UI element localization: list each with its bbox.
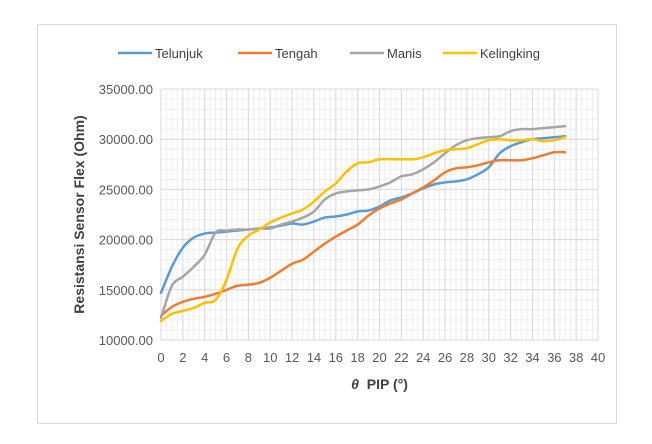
legend-label-manis: Manis (387, 46, 422, 61)
x-tick-label: 16 (329, 350, 343, 365)
legend-label-telunjuk: Telunjuk (155, 46, 203, 61)
line-chart: 10000.00 15000.00 20000.00 25000.00 30000.00… (71, 46, 605, 392)
x-tick-label: 10 (263, 350, 277, 365)
x-tick-label: 20 (372, 350, 386, 365)
y-tick-label: 30000.00 (99, 132, 153, 147)
x-tick-label: 40 (591, 350, 605, 365)
legend-label-tengah: Tengah (275, 46, 318, 61)
series-lines (159, 124, 567, 323)
legend: Telunjuk Tengah Manis Kelingking (118, 46, 540, 61)
x-tick-label: 0 (157, 350, 164, 365)
y-tick-label: 15000.00 (99, 283, 153, 298)
x-tick-label: 6 (223, 350, 230, 365)
x-axis-title: θ PIP (°) (351, 376, 408, 392)
y-tick-label: 35000.00 (99, 82, 153, 97)
legend-label-kelingking: Kelingking (480, 46, 540, 61)
x-tick-label: 12 (285, 350, 299, 365)
series-line-tengah (159, 150, 567, 318)
x-tick-label: 28 (460, 350, 474, 365)
x-axis-tick-labels: 0 2 4 6 8 10 12 14 16 18 20 22 24 26 28 30 32 34 36 38 40 (157, 350, 605, 365)
x-tick-label: 18 (350, 350, 364, 365)
chart-area: 10000.00 15000.00 20000.00 25000.00 30000.00… (37, 24, 617, 424)
series-line-manis (159, 124, 567, 320)
x-tick-label: 30 (482, 350, 496, 365)
x-tick-label: 34 (525, 350, 539, 365)
x-tick-label: 4 (201, 350, 208, 365)
x-tick-label: 38 (569, 350, 583, 365)
x-tick-label: 32 (503, 350, 517, 365)
x-axis-title-symbol: θ (351, 376, 359, 392)
series-line-kelingking (159, 135, 567, 323)
x-axis-title-text: PIP (°) (367, 376, 408, 392)
x-tick-label: 22 (394, 350, 408, 365)
y-tick-label: 25000.00 (99, 182, 153, 197)
x-tick-label: 36 (547, 350, 561, 365)
major-gridlines (160, 88, 599, 341)
x-tick-label: 2 (179, 350, 186, 365)
x-tick-label: 24 (416, 350, 430, 365)
y-tick-label: 10000.00 (99, 333, 153, 348)
x-tick-label: 8 (245, 350, 252, 365)
y-tick-label: 20000.00 (99, 233, 153, 248)
y-axis-title: Resistansi Sensor Flex (Ohm) (71, 115, 87, 313)
x-tick-label: 14 (307, 350, 321, 365)
x-tick-label: 26 (438, 350, 452, 365)
y-axis-tick-labels: 10000.00 15000.00 20000.00 25000.00 30000.00… (99, 82, 153, 348)
